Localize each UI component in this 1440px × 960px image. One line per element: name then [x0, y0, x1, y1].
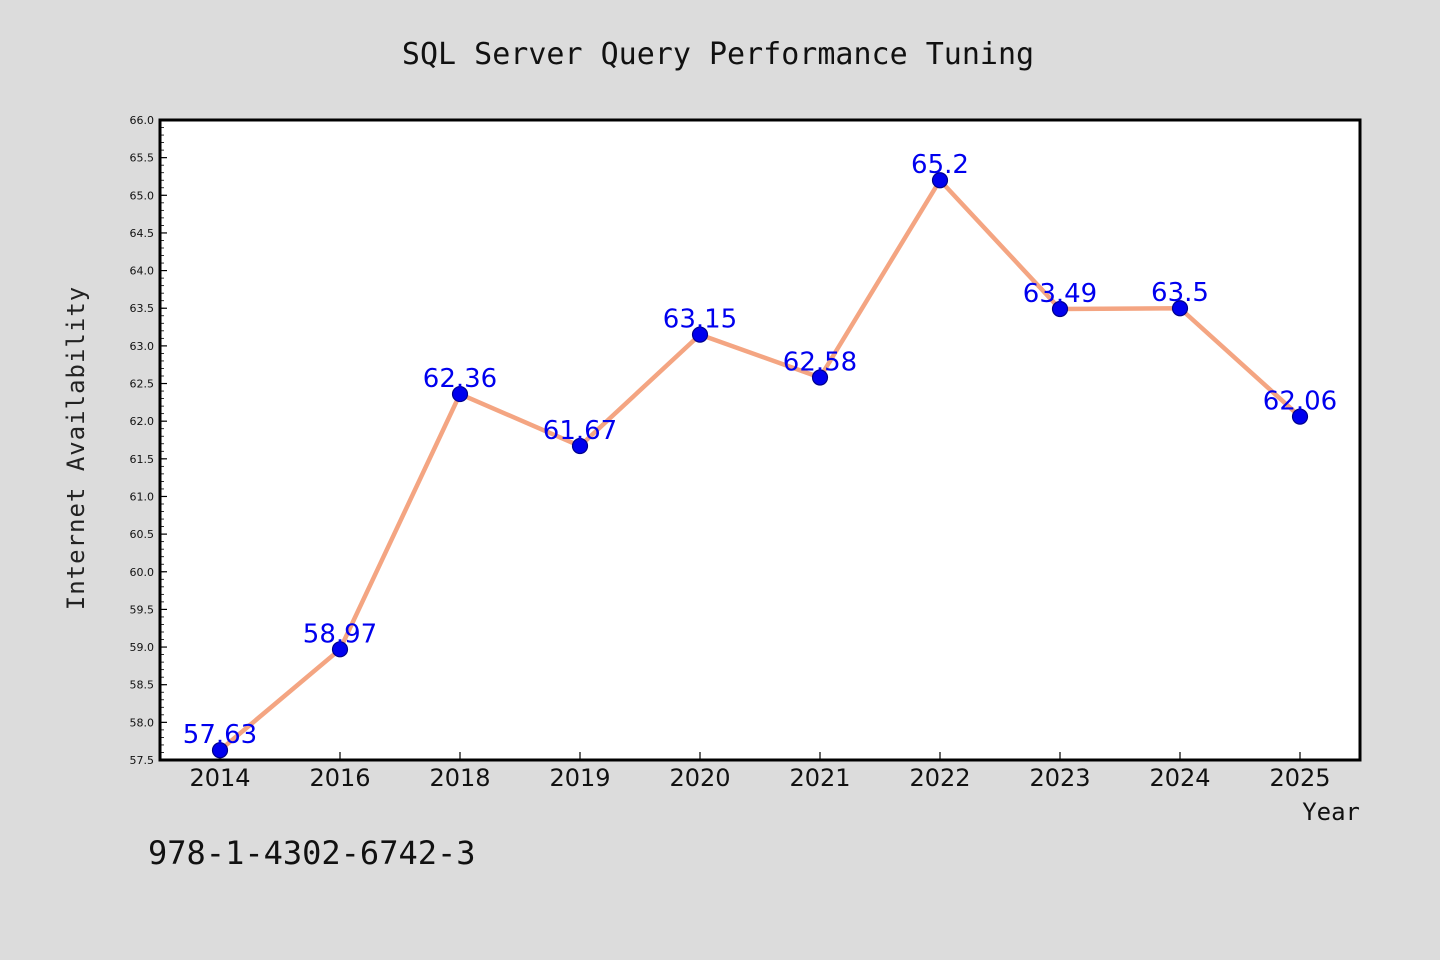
data-label: 65.2 — [911, 150, 969, 180]
x-tick-label: 2019 — [549, 764, 610, 792]
data-label: 62.36 — [423, 364, 497, 394]
data-label: 57.63 — [183, 720, 257, 750]
data-label: 62.06 — [1263, 387, 1337, 417]
y-tick-label: 63.0 — [130, 340, 155, 353]
data-point — [1051, 300, 1069, 318]
chart-title: SQL Server Query Performance Tuning — [402, 37, 1034, 72]
y-axis: 57.5 58.0 58.5 59.0 59.5 60.0 60.5 61.0 61.5 62.0… — [130, 114, 167, 767]
data-point — [571, 437, 589, 455]
data-point — [811, 369, 829, 386]
data-label: 63.5 — [1151, 278, 1209, 308]
data-label: 61.67 — [543, 416, 617, 446]
data-point — [931, 172, 949, 189]
y-tick-label: 62.0 — [130, 415, 155, 428]
plot-area — [160, 120, 1360, 760]
y-tick-label: 58.0 — [130, 716, 155, 729]
y-tick-label: 66.0 — [130, 114, 155, 127]
y-tick-label: 65.5 — [130, 152, 155, 165]
y-tick-label: 60.5 — [130, 528, 155, 541]
y-tick-label: 58.5 — [130, 679, 155, 692]
y-tick-label: 61.5 — [130, 453, 155, 466]
x-tick-label: 2021 — [789, 764, 850, 792]
data-point — [331, 641, 349, 658]
data-label: 63.49 — [1023, 279, 1097, 309]
y-tick-label: 57.5 — [130, 754, 155, 767]
y-tick-label: 65.0 — [130, 189, 155, 202]
y-tick-label: 61.0 — [130, 490, 155, 503]
series-layer: 57.63 58.97 62.36 61.67 63.15 62.58 65.2 63.49 6… — [183, 150, 1337, 759]
series-line — [217, 177, 1303, 753]
isbn-label: 978-1-4302-6742-3 — [148, 834, 476, 872]
data-point — [211, 742, 229, 759]
x-tick-label: 2022 — [909, 764, 970, 792]
y-tick-label: 64.5 — [130, 227, 155, 240]
y-tick-label: 63.5 — [130, 302, 155, 315]
y-tick-label: 59.0 — [130, 641, 155, 654]
data-point — [451, 385, 469, 403]
y-tick-label: 60.0 — [130, 566, 155, 579]
x-tick-label: 2024 — [1149, 764, 1210, 792]
y-axis-label: Internet Availability — [62, 286, 90, 610]
x-tick-label: 2018 — [429, 764, 490, 792]
x-tick-label: 2020 — [669, 764, 730, 792]
data-label: 58.97 — [303, 619, 377, 649]
x-tick-label: 2016 — [309, 764, 370, 792]
plot-frame — [158, 118, 1362, 762]
x-tick-label: 2023 — [1029, 764, 1090, 792]
data-point — [691, 326, 709, 343]
data-point — [1291, 408, 1309, 425]
data-label: 62.58 — [783, 348, 857, 378]
x-axis: 2014 2016 2018 2019 2020 2021 2022 2023 2024 2025 — [189, 752, 1331, 792]
y-tick-label: 59.5 — [130, 603, 155, 616]
data-label: 63.15 — [663, 305, 737, 335]
x-axis-label: Year — [1302, 798, 1360, 826]
x-tick-label: 2014 — [189, 764, 250, 792]
y-tick-label: 64.0 — [130, 265, 155, 278]
y-tick-label: 62.5 — [130, 378, 155, 391]
data-point — [1171, 300, 1189, 317]
x-tick-label: 2025 — [1269, 764, 1330, 792]
